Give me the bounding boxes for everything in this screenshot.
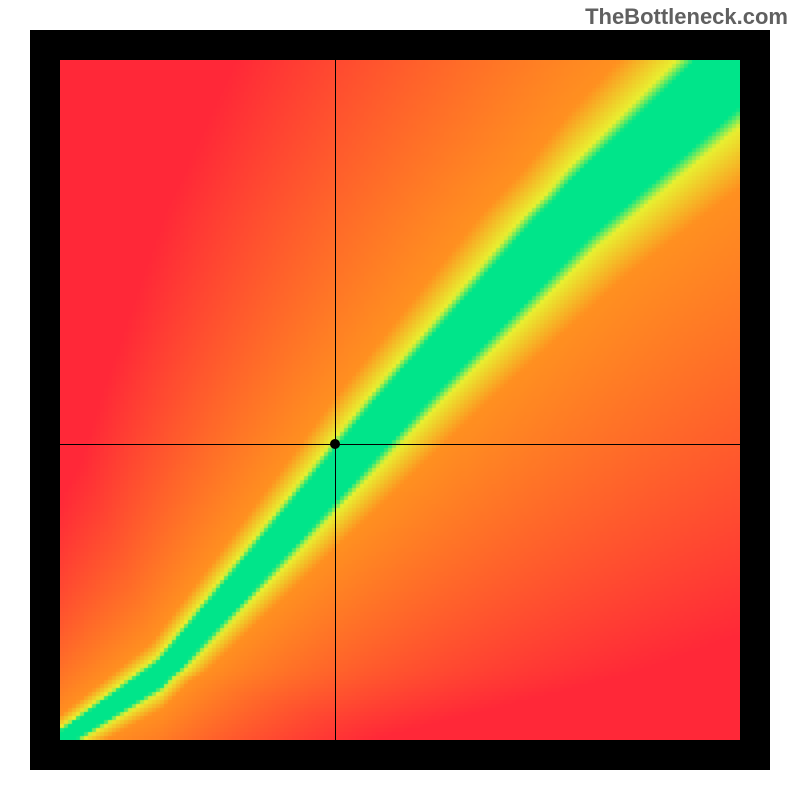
chart-container: TheBottleneck.com bbox=[0, 0, 800, 800]
plot-black-frame bbox=[30, 30, 770, 770]
crosshair-vertical bbox=[335, 60, 336, 740]
heatmap-area bbox=[60, 60, 740, 740]
heatmap-canvas bbox=[60, 60, 740, 740]
crosshair-horizontal bbox=[60, 444, 740, 445]
attribution-text: TheBottleneck.com bbox=[585, 4, 788, 30]
crosshair-marker bbox=[330, 439, 340, 449]
